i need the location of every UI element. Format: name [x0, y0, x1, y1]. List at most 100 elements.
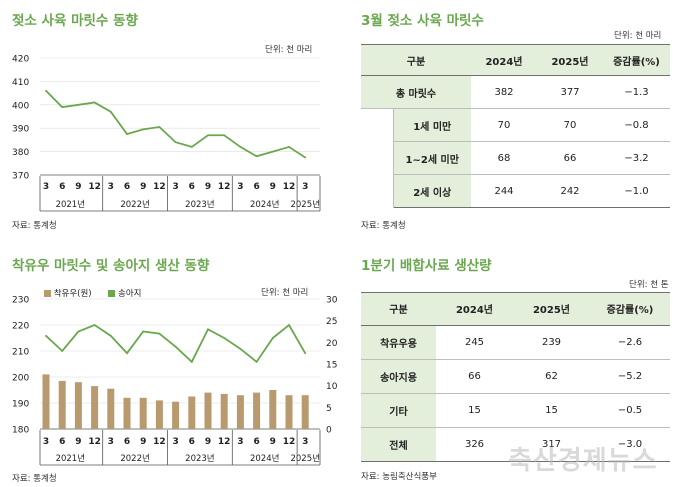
- row-label: 2세 이상: [393, 174, 471, 208]
- table1-title: 3월 젖소 사육 마릿수: [361, 13, 484, 29]
- x-tick-label: 6: [253, 437, 259, 447]
- x-tick-label: 12: [218, 437, 231, 447]
- data-point: [142, 128, 145, 131]
- cell: −5.2: [590, 359, 670, 394]
- table-row: 전체 326 317 −3.0: [361, 427, 670, 462]
- right-y-tick-label: 0: [326, 426, 332, 436]
- right-y-tick-label: 10: [326, 382, 338, 392]
- x-tick-label: 12: [88, 437, 101, 447]
- table1-header-cell: 구분: [361, 45, 471, 76]
- bar: [58, 380, 66, 429]
- bar: [42, 374, 50, 429]
- cell: −0.8: [603, 108, 670, 142]
- row-label: 1세 미만: [393, 108, 471, 142]
- bar: [236, 395, 244, 429]
- x-tick-label: 9: [205, 182, 211, 192]
- x-tick-label: 9: [270, 182, 276, 192]
- series-line: [45, 323, 306, 364]
- x-tick-label: 3: [302, 437, 308, 447]
- x-tick-label: 3: [43, 437, 49, 447]
- data-point: [61, 106, 64, 109]
- table-row: 1~2세 미만 68 66 −3.2: [361, 141, 670, 175]
- year-label: 2022년: [120, 199, 149, 210]
- cell: −1.0: [603, 174, 670, 208]
- data-point: [304, 156, 307, 159]
- bar: [285, 395, 293, 429]
- cell: −1.3: [603, 75, 670, 109]
- chart2-legend: 착유우(원) 송아지: [44, 287, 142, 299]
- cell: 15: [436, 393, 513, 428]
- chart1-source: 자료: 통계청: [12, 221, 57, 231]
- chart1-unit: 단위: 천 마리: [265, 45, 313, 55]
- table2-unit: 단위: 천 톤: [629, 280, 669, 290]
- year-label: 2024년: [250, 199, 279, 210]
- chart2-title: 착유우 마릿수 및 송아지 생산 동향: [12, 258, 210, 274]
- x-tick-label: 6: [189, 437, 195, 447]
- table2-title: 1분기 배합사료 생산량: [361, 258, 492, 274]
- data-point: [223, 337, 226, 339]
- data-point: [207, 134, 209, 137]
- cell: 70: [537, 108, 603, 142]
- x-tick-label: 6: [59, 182, 65, 192]
- bar: [204, 392, 212, 429]
- data-point: [126, 352, 128, 355]
- cell: 326: [436, 427, 513, 462]
- right-y-tick-label: 15: [326, 361, 337, 371]
- data-point: [61, 350, 64, 352]
- y-tick-label: 390: [12, 125, 29, 135]
- data-point: [45, 334, 47, 337]
- left-y-tick-label: 210: [12, 348, 29, 358]
- data-point: [255, 360, 258, 363]
- legend-swatch-bar: [44, 290, 51, 297]
- cell: 377: [537, 75, 603, 109]
- data-point: [109, 334, 112, 337]
- x-tick-label: 3: [108, 182, 114, 192]
- bar: [253, 392, 261, 429]
- indent-spacer: [361, 108, 394, 208]
- x-tick-label: 6: [253, 182, 259, 192]
- table-row: 송아지용 66 62 −5.2: [361, 359, 670, 394]
- x-tick-label: 12: [283, 437, 296, 447]
- right-y-tick-label: 25: [326, 317, 337, 327]
- table1-header-cell: 2024년: [471, 45, 537, 76]
- left-y-tick-label: 190: [12, 400, 29, 410]
- bar: [172, 401, 180, 429]
- left-y-tick-label: 180: [12, 426, 29, 436]
- year-label: 2022년: [120, 453, 149, 464]
- data-point: [207, 328, 209, 331]
- chart1-title: 젖소 사육 마릿수 동향: [12, 13, 138, 29]
- table1: 구분 2024년 2025년 증감률(%) 총 마릿수 382 377 −1.3…: [361, 45, 670, 208]
- bar: [188, 396, 196, 429]
- x-tick-label: 3: [108, 437, 114, 447]
- x-tick-label: 3: [237, 437, 243, 447]
- cell: 15: [513, 393, 590, 428]
- y-tick-label: 400: [12, 101, 29, 111]
- cell: −3.2: [603, 141, 670, 175]
- watermark: 축산경제뉴스: [508, 446, 658, 476]
- x-tick-label: 9: [75, 437, 81, 447]
- bar: [269, 390, 277, 429]
- year-label: 2025년: [290, 453, 319, 464]
- y-tick-label: 370: [12, 172, 29, 182]
- row-label: 송아지용: [361, 359, 436, 394]
- bar: [139, 397, 147, 429]
- cell: 239: [513, 325, 590, 360]
- year-label: 2023년: [185, 199, 214, 210]
- table-row: 기타 15 15 −0.5: [361, 393, 670, 428]
- data-point: [158, 126, 161, 128]
- cell: −2.6: [590, 325, 670, 360]
- data-point: [271, 150, 274, 153]
- table1-header-cell: 2025년: [537, 45, 603, 76]
- cell: 66: [436, 359, 513, 394]
- data-point: [288, 146, 290, 148]
- table2-header-cell: 증감률(%): [590, 293, 670, 326]
- x-tick-label: 12: [218, 182, 231, 192]
- table-row: 총 마릿수 382 377 −1.3: [361, 75, 670, 109]
- data-point: [142, 330, 145, 333]
- x-tick-label: 12: [88, 182, 101, 192]
- bar: [220, 393, 228, 429]
- left-y-tick-label: 200: [12, 374, 29, 384]
- legend-label-bar: 착유우(원): [53, 289, 92, 299]
- right-y-tick-label: 30: [326, 296, 338, 306]
